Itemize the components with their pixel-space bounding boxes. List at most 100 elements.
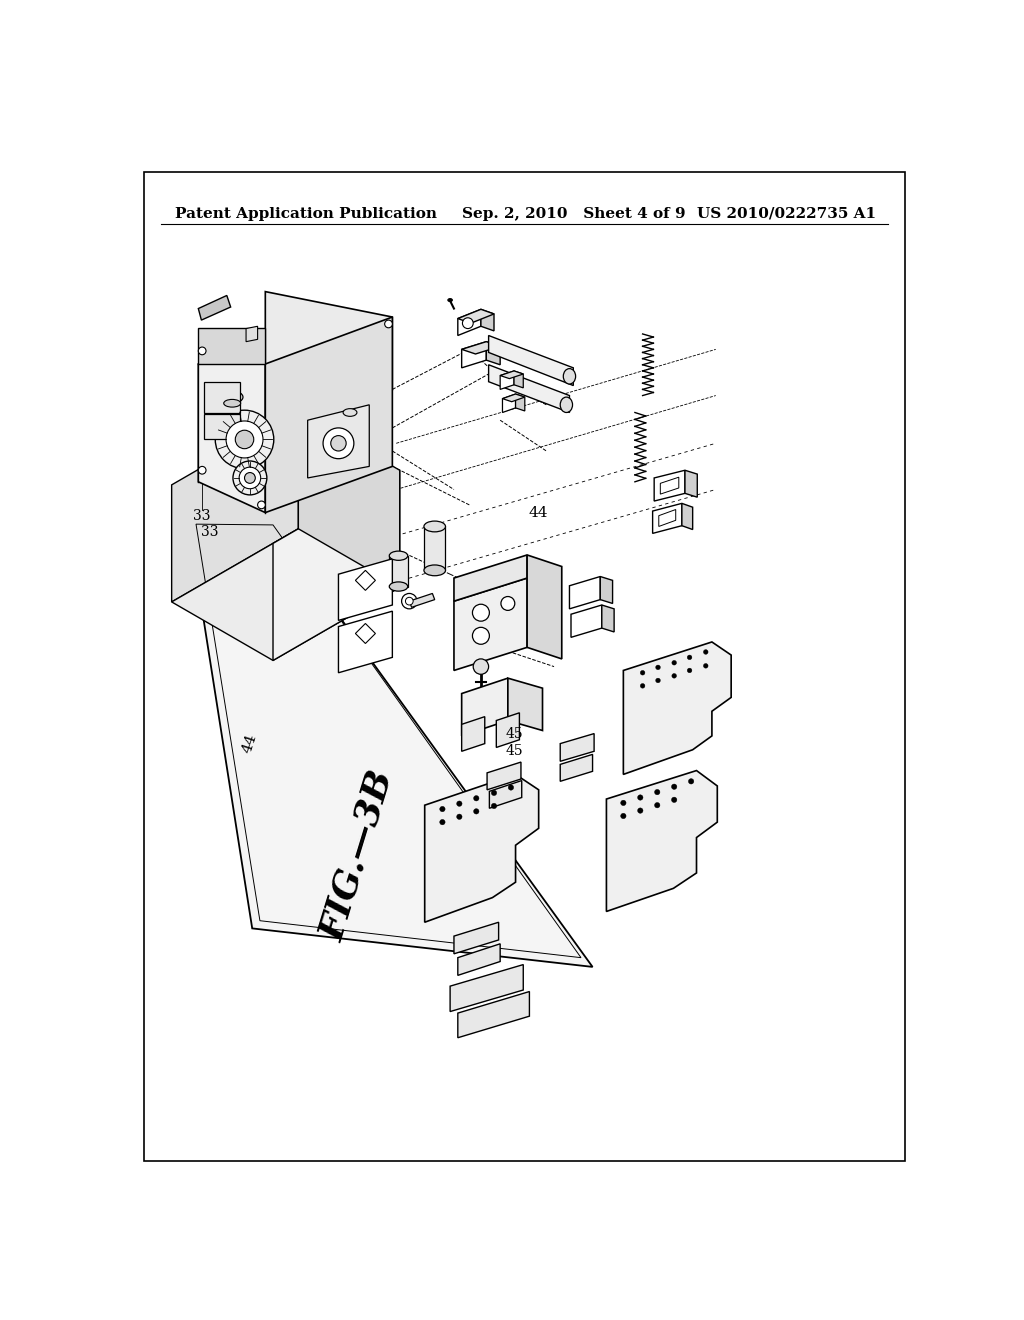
Polygon shape [265, 292, 392, 389]
Polygon shape [497, 713, 519, 747]
Circle shape [640, 684, 645, 688]
Polygon shape [481, 309, 494, 331]
Circle shape [687, 655, 692, 660]
Ellipse shape [472, 605, 489, 622]
Circle shape [245, 473, 255, 483]
Circle shape [406, 597, 413, 605]
Circle shape [638, 808, 643, 813]
Circle shape [236, 430, 254, 449]
Circle shape [508, 785, 514, 791]
Text: Sep. 2, 2010   Sheet 4 of 9: Sep. 2, 2010 Sheet 4 of 9 [462, 207, 685, 220]
Polygon shape [424, 527, 445, 570]
Polygon shape [355, 570, 376, 590]
Polygon shape [606, 771, 717, 911]
Circle shape [439, 807, 445, 812]
Polygon shape [451, 965, 523, 1011]
Circle shape [672, 797, 677, 803]
Circle shape [439, 820, 445, 825]
Polygon shape [569, 577, 600, 609]
Circle shape [703, 649, 708, 655]
Polygon shape [462, 342, 500, 354]
Text: 44: 44 [241, 733, 259, 755]
Polygon shape [410, 594, 435, 607]
Polygon shape [458, 309, 481, 335]
Polygon shape [660, 478, 679, 494]
Polygon shape [273, 470, 399, 660]
Polygon shape [458, 309, 494, 323]
Polygon shape [454, 554, 527, 601]
Polygon shape [514, 371, 523, 388]
Circle shape [240, 467, 261, 488]
Polygon shape [624, 642, 731, 775]
Polygon shape [389, 556, 408, 586]
Circle shape [688, 779, 694, 784]
Ellipse shape [560, 397, 572, 413]
Circle shape [385, 321, 392, 327]
Polygon shape [602, 605, 614, 632]
Circle shape [655, 678, 660, 682]
Text: FIG.—3B: FIG.—3B [315, 766, 399, 945]
Polygon shape [527, 554, 562, 659]
Circle shape [199, 347, 206, 355]
Polygon shape [654, 470, 685, 502]
Circle shape [492, 791, 497, 796]
Circle shape [331, 436, 346, 451]
Polygon shape [298, 412, 399, 587]
Polygon shape [503, 395, 524, 401]
Polygon shape [339, 558, 392, 620]
Ellipse shape [463, 318, 473, 329]
Polygon shape [560, 755, 593, 781]
Circle shape [655, 665, 660, 669]
Polygon shape [454, 578, 527, 671]
Polygon shape [508, 678, 543, 730]
Polygon shape [503, 395, 515, 412]
Ellipse shape [563, 368, 575, 384]
Polygon shape [652, 503, 682, 533]
Ellipse shape [221, 391, 243, 404]
Ellipse shape [223, 400, 241, 407]
Polygon shape [458, 944, 500, 975]
Polygon shape [246, 326, 258, 342]
Text: 33: 33 [194, 510, 211, 524]
Ellipse shape [389, 582, 408, 591]
Circle shape [621, 813, 626, 818]
Polygon shape [489, 780, 521, 808]
Polygon shape [458, 991, 529, 1038]
Circle shape [215, 411, 273, 469]
Polygon shape [487, 762, 521, 789]
Polygon shape [355, 623, 376, 644]
Circle shape [226, 421, 263, 458]
Polygon shape [425, 775, 539, 923]
Text: 45: 45 [505, 727, 523, 742]
Ellipse shape [389, 552, 408, 561]
Text: US 2010/0222735 A1: US 2010/0222735 A1 [696, 207, 876, 220]
Polygon shape [500, 371, 523, 379]
Circle shape [199, 466, 206, 474]
Circle shape [654, 803, 659, 808]
Circle shape [492, 804, 497, 809]
Polygon shape [488, 364, 569, 412]
Polygon shape [172, 412, 298, 602]
Polygon shape [205, 381, 240, 412]
Circle shape [621, 800, 626, 805]
Circle shape [473, 796, 479, 801]
Circle shape [654, 789, 659, 795]
Polygon shape [462, 678, 508, 737]
Polygon shape [600, 577, 612, 603]
Polygon shape [462, 717, 484, 751]
Circle shape [457, 801, 462, 807]
Polygon shape [307, 405, 370, 478]
Ellipse shape [343, 409, 357, 416]
Polygon shape [488, 335, 573, 385]
Circle shape [687, 668, 692, 673]
Circle shape [233, 461, 267, 495]
Ellipse shape [472, 627, 489, 644]
Polygon shape [515, 395, 524, 411]
Text: 33: 33 [201, 525, 218, 539]
Circle shape [473, 659, 488, 675]
Ellipse shape [424, 521, 445, 532]
Polygon shape [199, 296, 230, 321]
Ellipse shape [424, 565, 445, 576]
Polygon shape [560, 734, 594, 762]
Circle shape [703, 664, 708, 668]
